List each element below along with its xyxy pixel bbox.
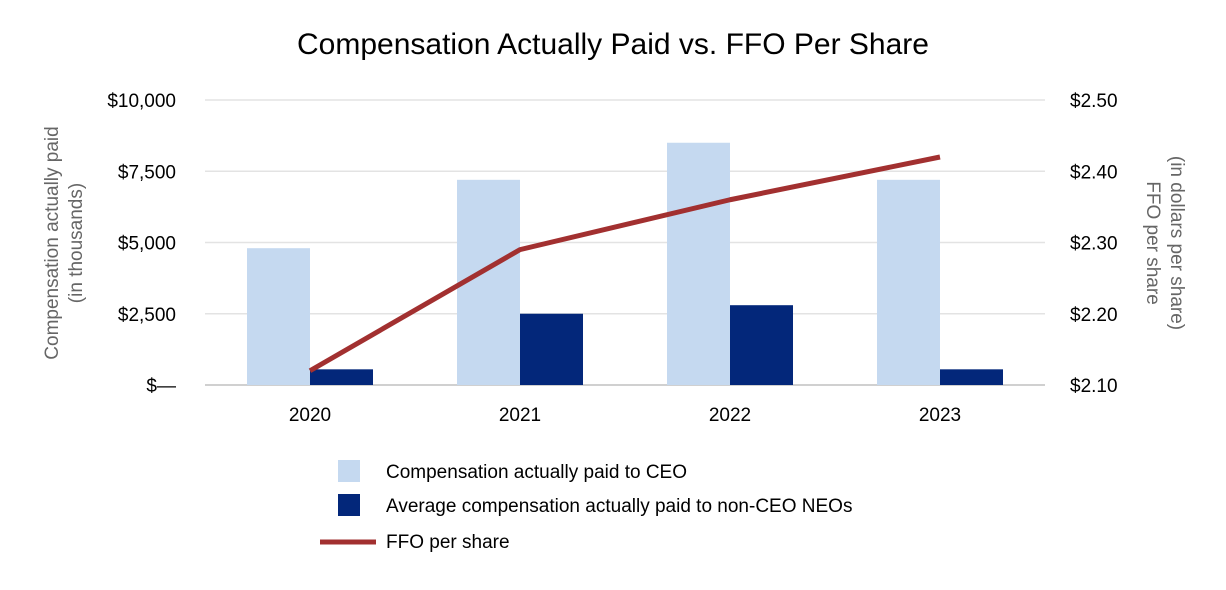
right-axis-title-line1: FFO per share [1142, 181, 1163, 305]
bar-ceo-2023 [877, 179, 940, 385]
right-tick-label: $2.20 [1070, 305, 1118, 326]
x-axis-ticks: 2020 2021 2022 2023 [289, 405, 961, 426]
legend-label-ceo: Compensation actually paid to CEO [386, 462, 687, 483]
bar-neo-2021 [520, 313, 583, 385]
legend-item-ceo: Compensation actually paid to CEO [338, 460, 687, 483]
legend-swatch-ceo [338, 460, 360, 482]
bar-ceo-2020 [247, 248, 310, 385]
left-axis-title-line1: Compensation actually paid [42, 126, 63, 359]
x-tick-label: 2020 [289, 405, 331, 426]
bar-neo-2020 [310, 369, 373, 385]
left-axis-ticks: $— $2,500 $5,000 $7,500 $10,000 [107, 91, 176, 397]
legend-swatch-neo [338, 494, 360, 516]
right-tick-label: $2.10 [1070, 376, 1118, 397]
ffo-series-line [308, 154, 941, 373]
left-tick-label: $2,500 [118, 305, 176, 326]
right-tick-label: $2.50 [1070, 91, 1118, 112]
chart-title: Compensation Actually Paid vs. FFO Per S… [297, 28, 929, 61]
bar-neo-2023 [940, 369, 1003, 385]
right-tick-label: $2.40 [1070, 162, 1118, 183]
bar-ceo-2022 [667, 142, 730, 385]
left-tick-label: $5,000 [118, 234, 176, 255]
left-tick-label: $— [146, 376, 176, 397]
right-axis-title-line2: (in dollars per share) [1166, 156, 1187, 330]
right-axis-ticks: $2.10 $2.20 $2.30 $2.40 $2.50 [1070, 91, 1118, 397]
x-tick-label: 2023 [919, 405, 961, 426]
bars [247, 142, 1003, 385]
left-tick-label: $10,000 [107, 91, 176, 112]
x-tick-label: 2022 [709, 405, 751, 426]
right-tick-label: $2.30 [1070, 234, 1118, 255]
ffo-line [308, 154, 941, 373]
legend-item-neo: Average compensation actually paid to no… [338, 494, 852, 517]
left-axis-title-line2: (in thousands) [66, 183, 87, 303]
legend-label-neo: Average compensation actually paid to no… [386, 496, 852, 517]
legend-label-ffo: FFO per share [386, 532, 510, 553]
bar-neo-2022 [730, 305, 793, 385]
x-tick-label: 2021 [499, 405, 541, 426]
left-tick-label: $7,500 [118, 162, 176, 183]
legend: Compensation actually paid to CEO Averag… [320, 460, 852, 553]
legend-item-ffo: FFO per share [320, 532, 510, 553]
